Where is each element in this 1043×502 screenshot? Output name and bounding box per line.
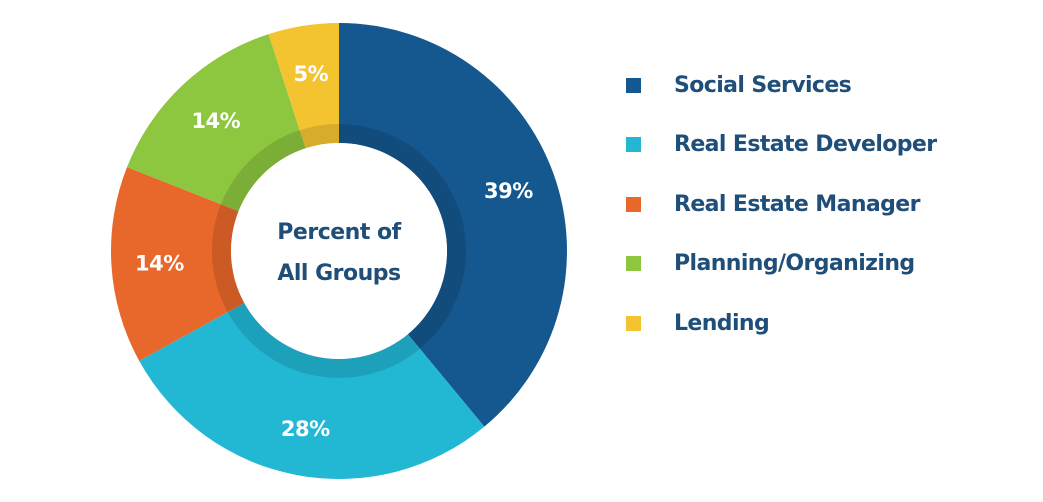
- slice-real-estate-developer: [139, 303, 485, 480]
- donut-slices: [111, 23, 568, 480]
- legend-label: Lending: [674, 310, 770, 336]
- legend-swatch: [626, 315, 641, 331]
- slice-real-estate-manager: [111, 167, 245, 361]
- legend-swatch: [626, 137, 641, 152]
- legend-label: Planning/Organizing: [674, 251, 915, 276]
- legend-label: Real Estate Manager: [674, 191, 920, 217]
- donut-center-hole: [231, 143, 447, 359]
- legend-swatch: [626, 256, 641, 271]
- slice-value-labels: 39% 28% 14% 14% 5%: [135, 62, 534, 441]
- legend-swatch: [626, 196, 641, 212]
- legend-item-real-estate-manager: Real Estate Manager: [626, 189, 937, 219]
- slice-label-planning-organizing: 14%: [191, 109, 240, 133]
- legend-item-lending: Lending: [626, 308, 937, 338]
- legend-swatch: [626, 77, 641, 93]
- legend-label: Social Services: [674, 72, 852, 98]
- legend-item-social-services: Social Services: [626, 70, 937, 100]
- legend-item-planning-organizing: Planning/Organizing: [626, 249, 937, 279]
- slice-label-real-estate-manager: 14%: [135, 251, 184, 275]
- slice-label-lending: 5%: [294, 62, 329, 86]
- slice-label-social-services: 39%: [484, 179, 533, 203]
- slice-social-services: [339, 23, 568, 427]
- legend-label: Real Estate Developer: [674, 132, 937, 157]
- slice-lending: [268, 23, 339, 149]
- slice-planning-organizing: [127, 34, 306, 212]
- slice-label-real-estate-developer: 28%: [281, 417, 330, 441]
- center-label-line-2: All Groups: [277, 261, 401, 286]
- center-label-line-1: Percent of: [277, 220, 401, 245]
- chart-legend: Social Services Real Estate Developer Re…: [626, 70, 937, 368]
- legend-item-real-estate-developer: Real Estate Developer: [626, 130, 937, 160]
